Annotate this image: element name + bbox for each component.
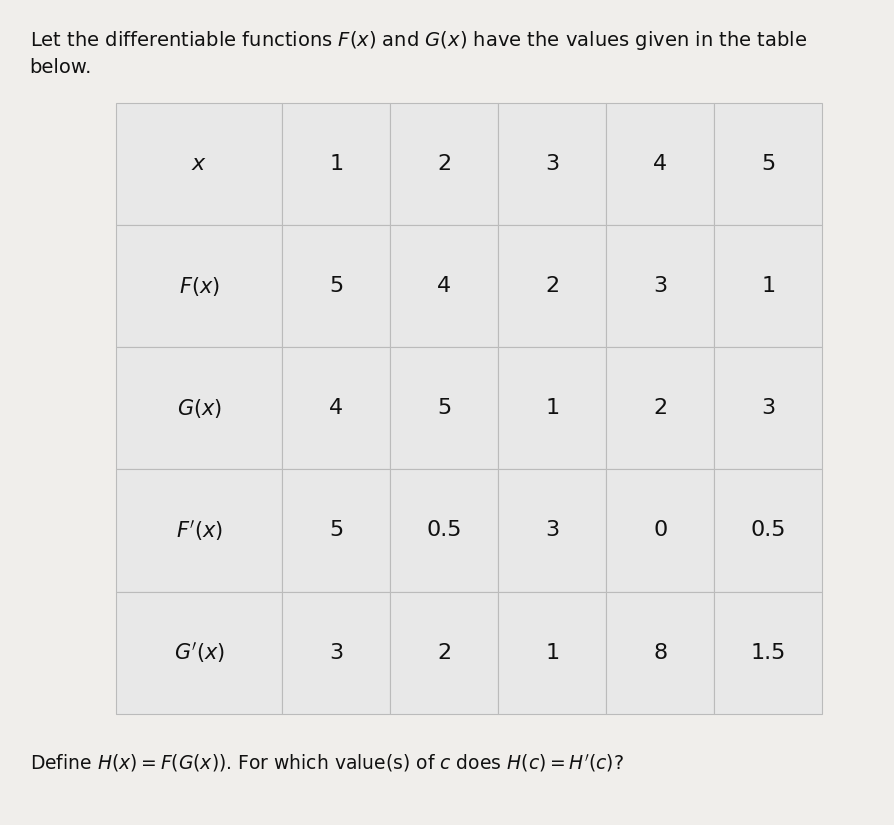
Text: 5: 5 [329, 521, 343, 540]
Text: $G(x)$: $G(x)$ [177, 397, 222, 420]
Text: 2: 2 [654, 398, 668, 418]
Text: 3: 3 [654, 276, 668, 296]
Text: 5: 5 [762, 154, 776, 174]
Text: $F'(x)$: $F'(x)$ [176, 518, 223, 543]
Text: 4: 4 [654, 154, 668, 174]
Text: 1: 1 [762, 276, 775, 296]
Text: 3: 3 [545, 521, 560, 540]
Text: 1: 1 [545, 398, 560, 418]
Text: 0.5: 0.5 [426, 521, 462, 540]
Text: 1.5: 1.5 [751, 643, 786, 662]
Text: 4: 4 [437, 276, 451, 296]
Text: 5: 5 [329, 276, 343, 296]
Text: 0: 0 [654, 521, 668, 540]
Text: 1: 1 [545, 643, 560, 662]
Text: 4: 4 [329, 398, 343, 418]
Text: 0.5: 0.5 [751, 521, 786, 540]
Text: $x$: $x$ [191, 153, 207, 175]
Text: 8: 8 [654, 643, 668, 662]
Text: below.: below. [30, 58, 92, 77]
Text: Let the differentiable functions $F(x)$ and $G(x)$ have the values given in the : Let the differentiable functions $F(x)$ … [30, 29, 806, 52]
Text: 3: 3 [762, 398, 775, 418]
Text: 2: 2 [545, 276, 560, 296]
Text: 1: 1 [329, 154, 343, 174]
Text: 2: 2 [437, 154, 451, 174]
Text: 2: 2 [437, 643, 451, 662]
Text: $F(x)$: $F(x)$ [179, 275, 220, 298]
Text: 5: 5 [437, 398, 451, 418]
Text: Define $H(x) = F(G(x))$. For which value(s) of $c$ does $H(c) = H'(c)$?: Define $H(x) = F(G(x))$. For which value… [30, 752, 623, 774]
Text: 3: 3 [329, 643, 343, 662]
Text: 3: 3 [545, 154, 560, 174]
Text: $G'(x)$: $G'(x)$ [173, 640, 224, 665]
